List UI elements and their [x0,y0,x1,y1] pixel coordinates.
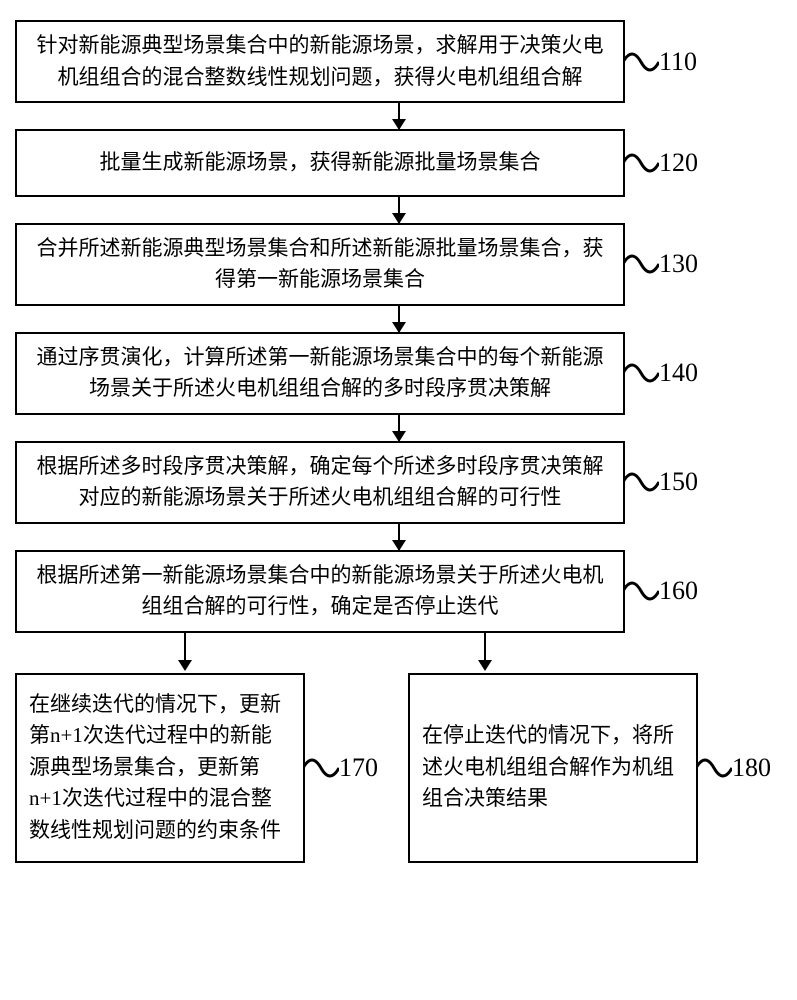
step-label-text: 140 [659,358,698,387]
connector-squiggle-icon [623,468,659,496]
step-row-150: 根据所述多时段序贯决策解，确定每个所述多时段序贯决策解对应的新能源场景关于所述火… [15,441,782,524]
step-box-140: 通过序贯演化，计算所述第一新能源场景集合中的每个新能源场景关于所述火电机组组合解… [15,332,625,415]
step-box-120: 批量生成新能源场景，获得新能源批量场景集合 [15,129,625,197]
connector-squiggle-icon [623,149,659,177]
branch-row: 在继续迭代的情况下，更新第n+1次迭代过程中的新能源典型场景集合，更新第n+1次… [15,673,782,863]
branch-label-180: 180 [732,753,771,783]
split-arrow-svg [15,633,625,673]
branch-label-text: 170 [339,753,378,782]
flowchart-container: 针对新能源典型场景集合中的新能源场景，求解用于决策火电机组组合的混合整数线性规划… [15,20,782,863]
arrow-150-160 [94,524,704,550]
branch-label-170: 170 [339,753,378,783]
step-label-130: 130 [659,249,698,279]
step-row-160: 根据所述第一新能源场景集合中的新能源场景关于所述火电机组组合解的可行性，确定是否… [15,550,782,633]
step-label-text: 160 [659,576,698,605]
connector-squiggle-icon [696,754,732,782]
step-text: 批量生成新能源场景，获得新能源批量场景集合 [100,150,541,174]
step-label-text: 150 [659,467,698,496]
branch-box-170: 在继续迭代的情况下，更新第n+1次迭代过程中的新能源典型场景集合，更新第n+1次… [15,673,305,863]
connector-squiggle-icon [623,250,659,278]
step-text: 根据所述多时段序贯决策解，确定每个所述多时段序贯决策解对应的新能源场景关于所述火… [37,454,604,510]
step-row-110: 针对新能源典型场景集合中的新能源场景，求解用于决策火电机组组合的混合整数线性规划… [15,20,782,103]
step-label-150: 150 [659,467,698,497]
step-box-160: 根据所述第一新能源场景集合中的新能源场景关于所述火电机组组合解的可行性，确定是否… [15,550,625,633]
connector-squiggle-icon [623,359,659,387]
branch-group-170: 在继续迭代的情况下，更新第n+1次迭代过程中的新能源典型场景集合，更新第n+1次… [15,673,378,863]
step-text: 针对新能源典型场景集合中的新能源场景，求解用于决策火电机组组合的混合整数线性规划… [37,33,604,89]
step-box-130: 合并所述新能源典型场景集合和所述新能源批量场景集合，获得第一新能源场景集合 [15,223,625,306]
arrow-120-130 [94,197,704,223]
step-label-text: 110 [659,47,697,76]
arrow-140-150 [94,415,704,441]
step-box-150: 根据所述多时段序贯决策解，确定每个所述多时段序贯决策解对应的新能源场景关于所述火… [15,441,625,524]
step-label-160: 160 [659,576,698,606]
connector-squiggle-icon [623,577,659,605]
step-label-text: 130 [659,249,698,278]
split-arrows [15,633,782,673]
branch-label-text: 180 [732,753,771,782]
branch-group-180: 在停止迭代的情况下，将所述火电机组组合解作为机组组合决策结果 180 [408,673,771,863]
step-row-120: 批量生成新能源场景，获得新能源批量场景集合 120 [15,129,782,197]
step-text: 通过序贯演化，计算所述第一新能源场景集合中的每个新能源场景关于所述火电机组组合解… [37,345,604,401]
branch-text: 在停止迭代的情况下，将所述火电机组组合解作为机组组合决策结果 [422,720,684,815]
branch-box-180: 在停止迭代的情况下，将所述火电机组组合解作为机组组合决策结果 [408,673,698,863]
connector-squiggle-icon [303,754,339,782]
step-row-130: 合并所述新能源典型场景集合和所述新能源批量场景集合，获得第一新能源场景集合 13… [15,223,782,306]
step-label-110: 110 [659,47,697,77]
step-row-140: 通过序贯演化，计算所述第一新能源场景集合中的每个新能源场景关于所述火电机组组合解… [15,332,782,415]
connector-squiggle-icon [623,48,659,76]
step-box-110: 针对新能源典型场景集合中的新能源场景，求解用于决策火电机组组合的混合整数线性规划… [15,20,625,103]
arrow-110-120 [94,103,704,129]
arrow-130-140 [94,306,704,332]
step-label-140: 140 [659,358,698,388]
step-text: 合并所述新能源典型场景集合和所述新能源批量场景集合，获得第一新能源场景集合 [37,236,604,292]
step-label-text: 120 [659,148,698,177]
step-text: 根据所述第一新能源场景集合中的新能源场景关于所述火电机组组合解的可行性，确定是否… [37,563,604,619]
step-label-120: 120 [659,148,698,178]
branch-text: 在继续迭代的情况下，更新第n+1次迭代过程中的新能源典型场景集合，更新第n+1次… [29,689,291,847]
